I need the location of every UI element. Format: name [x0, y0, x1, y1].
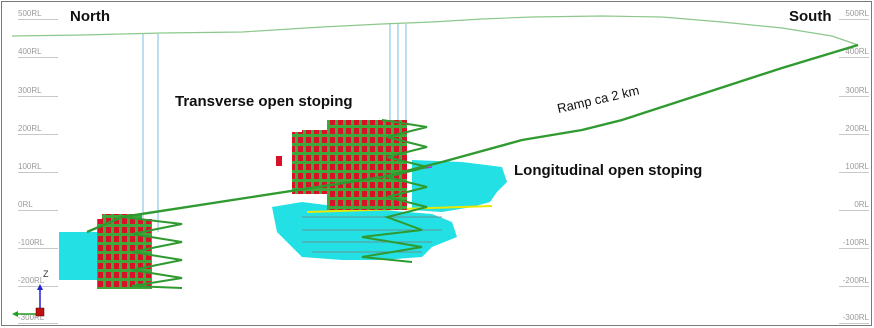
rl-tick-left	[18, 134, 58, 135]
rl-level-right-label: 300RL	[845, 86, 869, 95]
longitudinal-levels	[302, 216, 442, 253]
rl-tick-right	[839, 19, 869, 20]
rl-tick-right	[839, 248, 869, 249]
z-axis-label: Z	[43, 269, 49, 279]
rl-tick-right	[839, 210, 869, 211]
rl-level-left-label: 400RL	[18, 47, 42, 56]
main-ramp	[86, 43, 859, 234]
rl-level-left-label: 100RL	[18, 162, 42, 171]
rl-tick-right	[839, 134, 869, 135]
rl-level-left-label: -100RL	[18, 238, 45, 247]
rl-level-left-label: -200RL	[18, 276, 45, 285]
rl-tick-left	[18, 57, 58, 58]
rl-tick-left	[18, 248, 58, 249]
rl-tick-left	[18, 19, 58, 20]
rl-level-right-label: -100RL	[842, 238, 869, 247]
north-cyan-stope	[59, 232, 97, 280]
south-label: South	[789, 8, 832, 25]
topography-line	[11, 15, 859, 46]
transverse-stoping-label: Transverse open stoping	[175, 93, 353, 110]
rl-level-left-label: 200RL	[18, 124, 42, 133]
rl-level-left-label: 0RL	[18, 200, 33, 209]
rl-tick-right	[839, 172, 869, 173]
shafts	[142, 24, 407, 232]
rl-level-left-label: -300RL	[18, 313, 45, 322]
rl-tick-right	[839, 57, 869, 58]
rl-level-right-label: -200RL	[842, 276, 869, 285]
longitudinal-stoping-label: Longitudinal open stoping	[514, 162, 703, 179]
axis-triad	[12, 284, 45, 317]
rl-tick-left	[18, 96, 58, 97]
rl-level-right-label: 0RL	[854, 200, 869, 209]
rl-tick-left	[18, 172, 58, 173]
rl-tick-right	[839, 96, 869, 97]
rl-tick-left	[18, 323, 58, 324]
rl-level-left-label: 300RL	[18, 86, 42, 95]
rl-level-right-label: 400RL	[845, 47, 869, 56]
rl-level-left-label: 500RL	[18, 9, 42, 18]
north-label: North	[70, 8, 110, 25]
rl-level-right-label: 500RL	[845, 9, 869, 18]
rl-level-right-label: 200RL	[845, 124, 869, 133]
rl-level-right-label: -300RL	[842, 313, 869, 322]
rl-tick-left	[18, 286, 58, 287]
rl-tick-right	[839, 323, 869, 324]
central-spiral-ramp	[361, 119, 428, 263]
rl-tick-right	[839, 286, 869, 287]
rl-level-right-label: 100RL	[845, 162, 869, 171]
rl-tick-left	[18, 210, 58, 211]
north-spiral-ramp	[121, 216, 183, 289]
